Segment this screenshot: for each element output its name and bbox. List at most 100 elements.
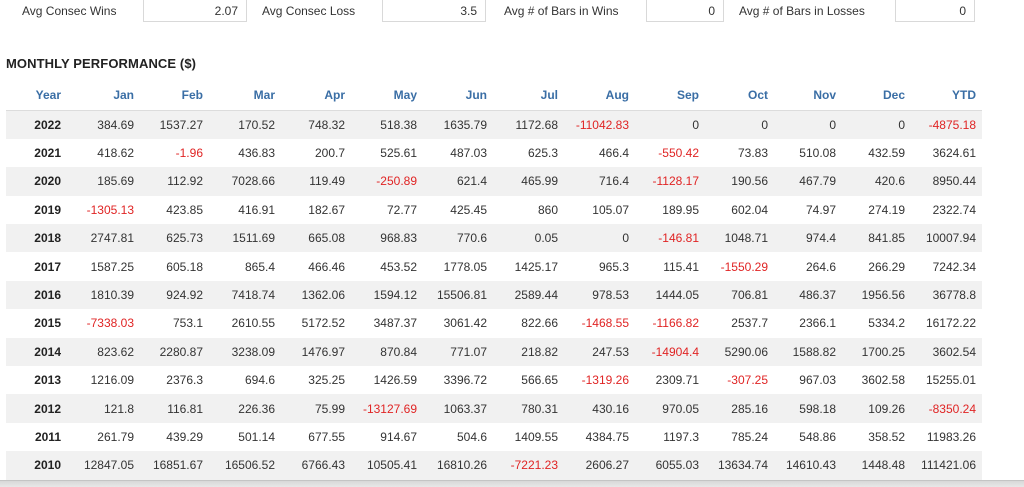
column-header-feb: Feb [140,81,209,111]
value-cell: 466.46 [308,259,345,274]
value-cell: 5172.52 [301,316,345,331]
value-cell: 748.32 [281,110,351,139]
table-row: 2014 823.62 2280.87 3238.09 1476.97 870.84 771… [6,337,982,367]
value-cell: -1166.82 [652,316,699,331]
table-row: 2020 185.69 112.92 7028.66 119.49 -250.89 621.… [6,167,982,196]
value-cell: 3061.42 [443,316,487,331]
column-header-oct: Oct [705,81,774,111]
value-cell: -1468.55 [581,316,629,331]
value-cell: 14610.43 [774,451,842,480]
stat-label-avg-bars-wins: Avg # of Bars in Wins [504,4,619,18]
value-cell: 5290.06 [705,337,774,367]
value-cell: 0 [842,110,911,139]
value-cell: 112.92 [140,167,209,196]
value-cell: 425.45 [450,202,487,217]
value-cell: 13634.74 [705,451,774,480]
value-cell: 487.03 [450,146,487,161]
value-cell: -11042.83 [564,110,635,139]
value-cell: 1594.12 [351,280,423,310]
value-cell: 1511.69 [209,224,281,253]
value-cell: 1700.25 [842,337,911,367]
stat-value-avg-bars-losses: 0 [895,0,975,22]
value-cell: 185.69 [71,167,140,196]
value-cell: 7418.74 [209,280,281,310]
year-cell: 2011 [34,429,61,444]
value-cell: 548.86 [799,429,836,444]
value-cell: -7221.23 [493,451,564,480]
year-cell: 2013 [34,373,61,388]
year-cell: 2016 [6,280,71,310]
value-cell: -307.25 [727,373,768,388]
table-header-row: Year Jan Feb Mar Apr May Jun Jul Aug Sep Oct Nov Dec… [6,81,982,111]
column-header-ytd: YTD [911,81,982,111]
column-header-mar: Mar [209,81,281,111]
value-cell: 3624.61 [932,146,976,161]
value-cell: 384.69 [71,110,140,139]
value-cell: 0 [705,110,774,139]
value-cell: 465.99 [493,167,564,196]
value-cell: 16851.67 [140,451,209,480]
value-cell: 965.3 [598,259,629,274]
value-cell: 10007.94 [911,224,982,253]
column-header-dec: Dec [842,81,911,111]
column-header-jun: Jun [423,81,493,111]
table-row: 2015 -7338.03 753.1 2610.55 5172.52 3487.37 30… [6,309,982,337]
value-cell: 1197.3 [663,429,699,444]
stat-label-avg-consec-loss: Avg Consec Loss [262,4,356,18]
value-cell: 1216.09 [90,373,134,388]
value-cell: 621.4 [423,167,493,196]
value-cell: 566.65 [521,373,558,388]
stat-value-avg-bars-wins: 0 [646,0,724,22]
year-cell: 2018 [6,224,71,253]
value-cell: 8950.44 [911,167,982,196]
value-cell: 420.6 [842,167,911,196]
value-cell: 2322.74 [932,202,976,217]
value-cell: 2610.55 [231,316,275,331]
value-cell: -4875.18 [911,110,982,139]
value-cell: 6766.43 [281,451,351,480]
value-cell: 870.84 [351,337,423,367]
table-row: 2011 261.79 439.29 501.14 677.55 914.67 504.6 1… [6,423,982,451]
value-cell: 453.52 [380,259,417,274]
year-cell: 2014 [6,337,71,367]
value-cell: 780.31 [493,394,564,423]
value-cell: 432.59 [868,146,905,161]
year-cell: 2019 [34,202,61,217]
table-row: 2013 1216.09 2376.3 694.6 325.25 1426.59 3396.… [6,366,982,394]
value-cell: 625.73 [140,224,209,253]
value-cell: 116.81 [140,394,209,423]
column-header-aug: Aug [564,81,635,111]
value-cell: 423.85 [166,202,203,217]
value-cell: 2280.87 [140,337,209,367]
table-row: 2022 384.69 1537.27 170.52 748.32 518.38 1635.… [6,110,982,139]
value-cell: 967.03 [799,373,836,388]
year-cell: 2020 [6,167,71,196]
value-cell: 109.26 [842,394,911,423]
value-cell: 716.4 [564,167,635,196]
value-cell: 15506.81 [423,280,493,310]
value-cell: 2747.81 [71,224,140,253]
table-row: 2016 1810.39 924.92 7418.74 1362.06 1594.12 15… [6,280,982,310]
value-cell: 2376.3 [166,373,203,388]
value-cell: 200.7 [314,146,345,161]
value-cell: 974.4 [774,224,842,253]
trade-stats-bar: Avg Consec Wins 2.07 Avg Consec Loss 3.5… [0,0,1024,26]
column-header-may: May [351,81,423,111]
value-cell: 1172.68 [493,110,564,139]
value-cell: 1063.37 [423,394,493,423]
value-cell: 0.05 [493,224,564,253]
value-cell: 1448.48 [842,451,911,480]
value-cell: 0 [774,110,842,139]
monthly-performance-table: Year Jan Feb Mar Apr May Jun Jul Aug Sep Oct Nov Dec… [6,81,982,480]
value-cell: 264.6 [805,259,836,274]
value-cell: -1305.13 [86,202,134,217]
value-cell: 119.49 [281,167,351,196]
value-cell: 7242.34 [932,259,976,274]
value-cell: 436.83 [238,146,275,161]
value-cell: 1587.25 [90,259,134,274]
value-cell: 753.1 [172,316,203,331]
value-cell: -13127.69 [351,394,423,423]
value-cell: 274.19 [868,202,905,217]
value-cell: 121.8 [71,394,140,423]
value-cell: 501.14 [238,429,275,444]
